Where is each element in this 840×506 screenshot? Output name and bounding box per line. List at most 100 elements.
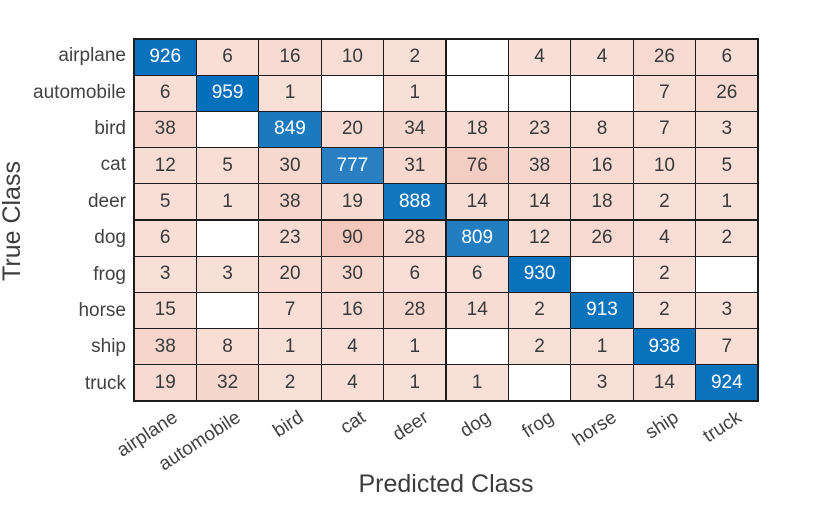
matrix-cell: 2 [508,292,571,328]
matrix-cell [196,292,259,328]
matrix-cell: 12 [134,148,196,184]
matrix-cell: 959 [196,75,259,111]
matrix-cell: 16 [321,292,383,328]
y-tick-label: dog [94,227,126,249]
matrix-cell: 849 [259,111,321,147]
matrix-cell: 32 [196,365,259,401]
matrix-cell: 19 [321,184,383,220]
matrix-cell: 4 [321,365,383,401]
matrix-cell: 23 [259,220,321,256]
matrix-cell: 26 [633,39,695,75]
matrix-cell: 14 [446,184,508,220]
matrix-cell: 28 [384,292,446,328]
matrix-cell [508,365,571,401]
matrix-cell: 38 [134,329,196,365]
matrix-cell: 6 [134,220,196,256]
matrix-cell: 76 [446,148,508,184]
matrix-cell: 6 [196,39,259,75]
matrix-cell: 4 [633,220,695,256]
matrix-cell: 3 [196,256,259,292]
matrix-cell: 930 [508,256,571,292]
matrix-cell: 2 [633,184,695,220]
matrix-cell: 4 [571,39,633,75]
matrix-cell: 18 [446,111,508,147]
matrix-cell: 1 [446,365,508,401]
matrix-cell: 12 [508,220,571,256]
matrix-cell: 938 [633,329,695,365]
matrix-cell: 34 [384,111,446,147]
x-axis-title: Predicted Class [358,470,534,498]
y-tick-label: cat [100,154,126,176]
matrix-cell: 1 [259,329,321,365]
matrix-cell: 6 [446,256,508,292]
y-tick-label: bird [94,117,126,139]
matrix-cell: 2 [384,39,446,75]
matrix-cell: 888 [384,184,446,220]
matrix-cell [196,111,259,147]
matrix-cell [196,220,259,256]
matrix-cell [321,75,383,111]
matrix-cell: 8 [571,111,633,147]
matrix-cell: 1 [259,75,321,111]
matrix-cell: 18 [571,184,633,220]
matrix-cell: 6 [384,256,446,292]
matrix-cell: 15 [134,292,196,328]
matrix-cell: 26 [696,75,758,111]
matrix-cell: 7 [696,329,758,365]
matrix-cell: 1 [196,184,259,220]
matrix-cell: 7 [259,292,321,328]
matrix-cell: 16 [259,39,321,75]
matrix-cell [446,39,508,75]
matrix-cell [446,329,508,365]
matrix-cell: 38 [259,184,321,220]
matrix-cell: 30 [259,148,321,184]
matrix-cell: 3 [696,292,758,328]
matrix-cell: 3 [696,111,758,147]
matrix-cell [446,75,508,111]
matrix-cell: 8 [196,329,259,365]
matrix-cell: 924 [696,365,758,401]
matrix-cell [696,256,758,292]
matrix-cell: 2 [633,256,695,292]
matrix-cell: 6 [134,75,196,111]
matrix-cell: 90 [321,220,383,256]
matrix-cell: 2 [508,329,571,365]
matrix-cell: 1 [571,329,633,365]
matrix-cell: 28 [384,220,446,256]
matrix-cell: 30 [321,256,383,292]
matrix-cell: 1 [384,329,446,365]
matrix-cell: 20 [321,111,383,147]
matrix-cell: 7 [633,111,695,147]
matrix-cell: 3 [571,365,633,401]
matrix-cell: 10 [321,39,383,75]
y-tick-label: truck [84,372,126,394]
matrix-cell: 31 [384,148,446,184]
matrix-cell: 913 [571,292,633,328]
y-tick-label: automobile [33,81,126,103]
matrix-cell: 4 [508,39,571,75]
matrix-cell: 16 [571,148,633,184]
matrix-cell: 19 [134,365,196,401]
matrix-cell: 23 [508,111,571,147]
matrix-cell: 38 [508,148,571,184]
matrix-cell: 4 [321,329,383,365]
matrix-cell: 14 [508,184,571,220]
matrix-cell [571,256,633,292]
matrix-cell: 26 [571,220,633,256]
matrix-cell: 1 [384,75,446,111]
matrix-cell: 5 [134,184,196,220]
matrix-cell [508,75,571,111]
matrix-cell: 1 [696,184,758,220]
matrix-cell: 809 [446,220,508,256]
matrix-cell: 6 [696,39,758,75]
matrix-cell: 5 [696,148,758,184]
matrix-cell: 20 [259,256,321,292]
y-tick-label: ship [91,336,126,358]
matrix-cell: 14 [446,292,508,328]
matrix-cell: 2 [259,365,321,401]
y-tick-label: frog [93,263,126,285]
matrix-cell: 10 [633,148,695,184]
matrix-cell: 777 [321,148,383,184]
y-tick-label: horse [78,299,126,321]
matrix-cell: 3 [134,256,196,292]
